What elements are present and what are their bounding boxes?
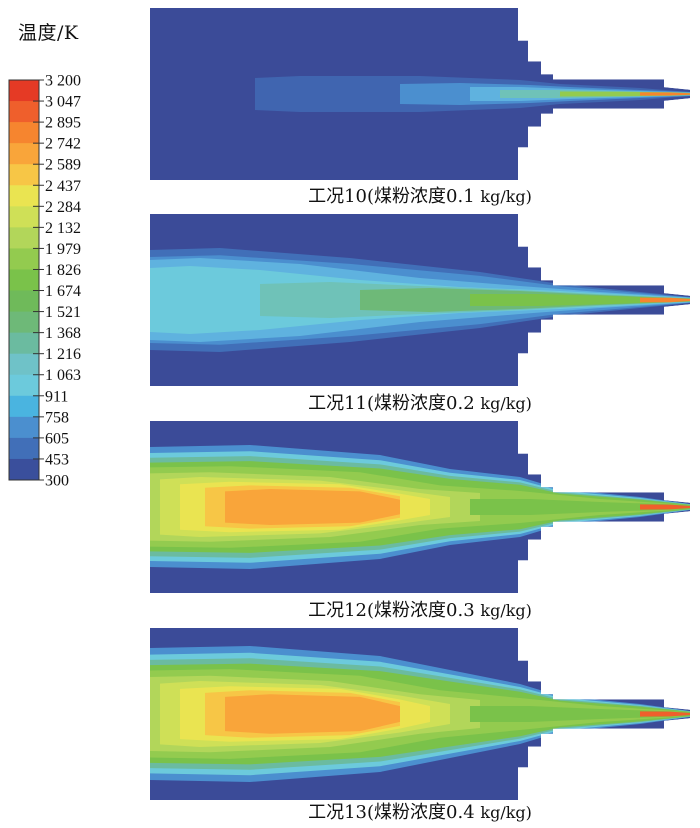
caption-case-10: 工况10(煤粉浓度0.1 kg/kg) bbox=[308, 186, 532, 207]
legend-title: 温度/K bbox=[18, 22, 79, 44]
temperature-contour-band bbox=[225, 694, 400, 734]
colorbar-segment bbox=[9, 416, 39, 439]
colorbar-tick-label: 1 674 bbox=[45, 283, 81, 300]
colorbar-segment bbox=[9, 101, 39, 123]
colorbar-segment bbox=[9, 332, 39, 355]
colorbar-segment bbox=[9, 248, 39, 270]
temperature-contour-band bbox=[640, 297, 690, 303]
colorbar-segment bbox=[9, 458, 39, 481]
colorbar-tick-label: 453 bbox=[45, 451, 69, 468]
caption-case-11: 工况11(煤粉浓度0.2 kg/kg) bbox=[308, 393, 532, 414]
colorbar-tick-label: 2 742 bbox=[45, 136, 81, 153]
colorbar-segment bbox=[9, 311, 39, 334]
colorbar-segment bbox=[9, 395, 39, 418]
colorbar-tick-label: 1 368 bbox=[45, 325, 81, 342]
colorbar-segment bbox=[9, 122, 39, 144]
colorbar-segment bbox=[9, 164, 39, 186]
colorbar-tick-label: 300 bbox=[45, 473, 69, 490]
colorbar-segment bbox=[9, 374, 39, 397]
colorbar-tick-label: 911 bbox=[45, 388, 68, 405]
colorbar-segment bbox=[9, 80, 39, 102]
temperature-contour-band bbox=[640, 92, 690, 96]
colorbar-frame bbox=[8, 79, 40, 481]
colorbar-tick-label: 2 132 bbox=[45, 220, 81, 237]
colorbar-segment bbox=[9, 269, 39, 292]
colorbar-tick-label: 605 bbox=[45, 430, 69, 447]
colorbar-tick-label: 2 284 bbox=[45, 199, 81, 216]
temperature-contour-band bbox=[640, 504, 690, 510]
colorbar-tick-label: 1 063 bbox=[45, 367, 81, 384]
colorbar-segment bbox=[9, 185, 39, 207]
temperature-contour-band bbox=[470, 294, 690, 306]
contour-panel bbox=[150, 8, 690, 180]
temperature-contour-band bbox=[225, 489, 400, 525]
caption-case-13: 工况13(煤粉浓度0.4 kg/kg) bbox=[308, 802, 532, 823]
colorbar-segment bbox=[9, 353, 39, 376]
colorbar-tick-label: 2 437 bbox=[45, 178, 81, 195]
colorbar-tick-label: 3 047 bbox=[45, 94, 81, 111]
contour-panel bbox=[150, 628, 690, 800]
colorbar-segment bbox=[9, 290, 39, 313]
caption-case-12: 工况12(煤粉浓度0.3 kg/kg) bbox=[308, 600, 532, 621]
colorbar-tick-label: 1 521 bbox=[45, 304, 81, 321]
colorbar-tick-label: 2 589 bbox=[45, 157, 81, 174]
temperature-contour-band bbox=[470, 499, 690, 515]
temperature-colorbar: 3 200 3 047 2 895 2 742 2 589 2 437 2 284 2 132… bbox=[8, 73, 81, 490]
contour-panel bbox=[150, 214, 690, 386]
colorbar-tick-label: 1 826 bbox=[45, 262, 81, 279]
colorbar-tick-label: 1 979 bbox=[45, 241, 81, 258]
colorbar-segment bbox=[9, 143, 39, 165]
temperature-contour-band bbox=[640, 711, 690, 717]
colorbar-segment bbox=[9, 227, 39, 249]
temperature-contour-band bbox=[470, 706, 690, 722]
colorbar-tick-label: 2 895 bbox=[45, 115, 81, 132]
contour-panel bbox=[150, 421, 690, 593]
colorbar-tick-label: 1 216 bbox=[45, 346, 81, 363]
colorbar-tick-label: 3 200 bbox=[45, 73, 81, 90]
colorbar-segment bbox=[9, 206, 39, 228]
colorbar-tick-label: 758 bbox=[45, 409, 69, 426]
colorbar-segment bbox=[9, 437, 39, 460]
